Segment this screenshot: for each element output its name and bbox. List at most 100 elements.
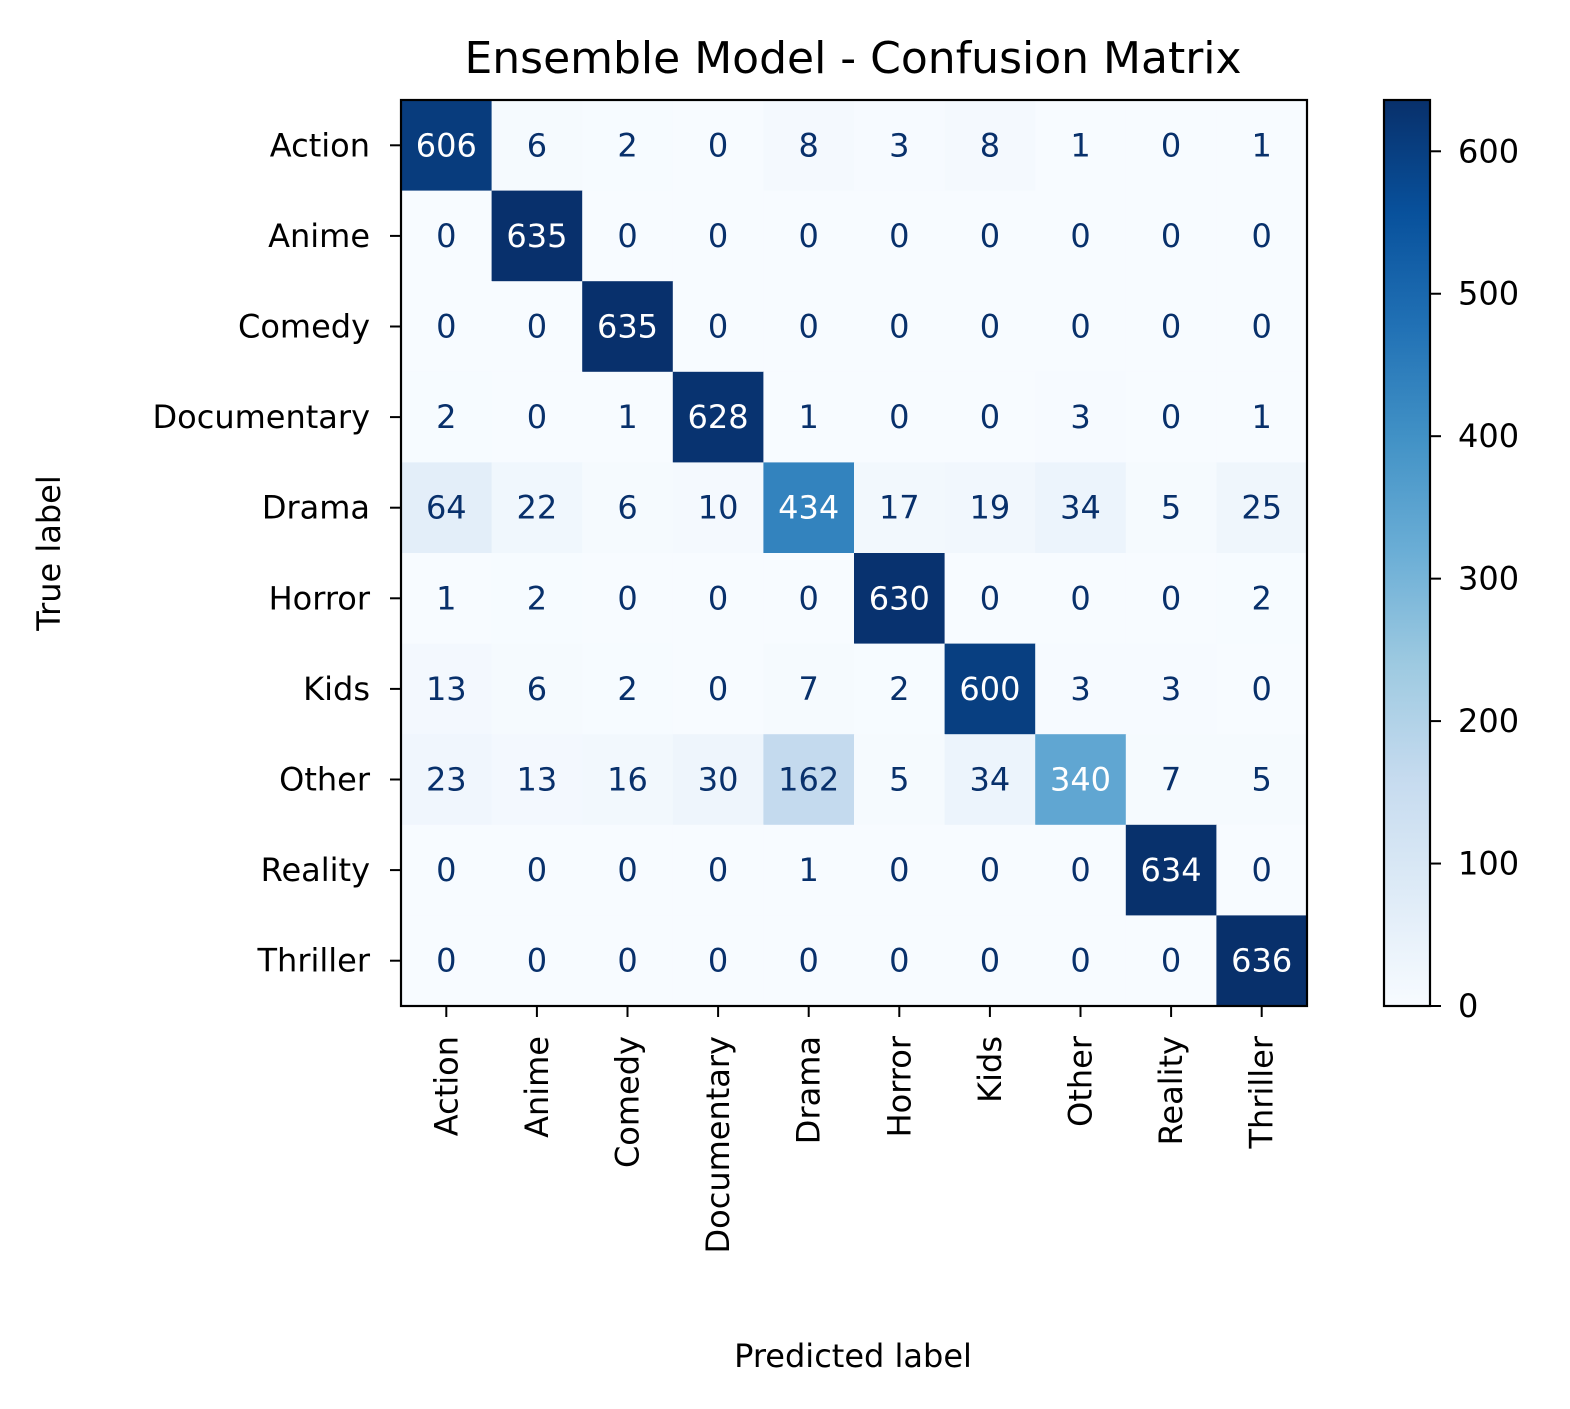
colorbar-tick-label: 400 — [1458, 417, 1519, 455]
cell-value-label: 23 — [426, 761, 467, 799]
heatmap-cell — [1125, 553, 1217, 645]
heatmap-cell — [854, 190, 946, 282]
cell-value-label: 2 — [617, 126, 637, 164]
cell-value-label: 0 — [1252, 308, 1272, 346]
heatmap-cell — [491, 371, 583, 463]
x-tick-label: Other — [1062, 1035, 1100, 1127]
cell-value-label: 1 — [436, 579, 456, 617]
cell-value-label: 434 — [778, 489, 839, 527]
heatmap-cell — [672, 190, 764, 282]
heatmap-cell — [1216, 824, 1308, 916]
heatmap-cell — [1125, 281, 1217, 373]
x-tick-label: Anime — [518, 1036, 556, 1138]
heatmap-cell — [1125, 371, 1217, 463]
heatmap-cell — [1035, 281, 1127, 373]
heatmap-cell — [401, 643, 493, 735]
heatmap-cell — [1035, 915, 1127, 1007]
cell-value-label: 636 — [1231, 942, 1292, 980]
cell-value-label: 6 — [527, 670, 547, 708]
heatmap-cell — [401, 734, 493, 826]
cell-value-label: 0 — [980, 851, 1000, 889]
heatmap-cell — [491, 190, 583, 282]
cell-value-label: 630 — [869, 579, 930, 617]
cell-value-label: 0 — [889, 217, 909, 255]
heatmap-cells — [401, 100, 1308, 1007]
cell-value-label: 3 — [1161, 670, 1181, 708]
cell-value-label: 0 — [980, 942, 1000, 980]
cell-value-label: 0 — [799, 942, 819, 980]
cell-value-label: 0 — [436, 851, 456, 889]
heatmap-cell — [1216, 553, 1308, 645]
heatmap-cell — [944, 190, 1036, 282]
heatmap-cell — [582, 281, 674, 373]
colorbar-tick-label: 200 — [1458, 702, 1519, 740]
heatmap-cell — [763, 915, 855, 1007]
cell-value-label: 0 — [1252, 217, 1272, 255]
cell-value-label: 25 — [1241, 489, 1282, 527]
heatmap-cell — [944, 915, 1036, 1007]
colorbar-frame — [1382, 98, 1432, 1008]
cell-value-label: 5 — [1252, 761, 1272, 799]
cell-value-label: 64 — [426, 489, 467, 527]
heatmap-cell — [1125, 915, 1217, 1007]
chart-title: Ensemble Model - Confusion Matrix — [464, 33, 1241, 84]
cell-value-label: 0 — [527, 942, 547, 980]
y-tick-label: Documentary — [153, 398, 370, 436]
heatmap-cell — [401, 371, 493, 463]
x-tick-label: Thriller — [1243, 1035, 1281, 1149]
x-tick-label: Reality — [1152, 1036, 1190, 1145]
cell-value-label: 2 — [889, 670, 909, 708]
cell-value-label: 635 — [597, 308, 658, 346]
x-tick-label: Horror — [880, 1035, 918, 1137]
heatmap-cell — [1035, 371, 1127, 463]
colorbar-ticks: 0 100 200 300 400 500 600 — [1430, 132, 1519, 1025]
cell-value-label: 2 — [1252, 579, 1272, 617]
y-axis-ticks: Action Anime Comedy Documentary Drama Horror K… — [153, 126, 401, 980]
cell-value-label: 0 — [436, 217, 456, 255]
heatmap-cell — [491, 100, 583, 192]
heatmap-cell — [763, 824, 855, 916]
cell-value-label: 0 — [708, 942, 728, 980]
cell-value-label: 0 — [708, 579, 728, 617]
heatmap-cell — [1125, 734, 1217, 826]
heatmap-cell — [672, 915, 764, 1007]
cell-value-label: 0 — [708, 308, 728, 346]
heatmap-cell — [854, 734, 946, 826]
cell-value-label: 0 — [889, 308, 909, 346]
heatmap-cell — [763, 553, 855, 645]
heatmap-cell — [491, 462, 583, 554]
cell-value-label: 13 — [517, 761, 558, 799]
heatmap-cell — [672, 100, 764, 192]
heatmap-cell — [854, 100, 946, 192]
cell-value-label: 0 — [1252, 851, 1272, 889]
heatmap-cell — [1216, 462, 1308, 554]
cell-value-label: 628 — [688, 398, 749, 436]
y-tick-label: Action — [270, 126, 370, 164]
cell-value-label: 600 — [959, 670, 1020, 708]
heatmap-cell — [672, 462, 764, 554]
heatmap-cell — [1125, 643, 1217, 735]
cell-value-label: 0 — [1070, 942, 1090, 980]
cell-value-label: 17 — [879, 489, 920, 527]
heatmap-cell — [854, 371, 946, 463]
cell-value-label: 0 — [617, 851, 637, 889]
y-tick-label: Drama — [262, 489, 370, 527]
cell-value-label: 0 — [708, 851, 728, 889]
cell-value-label: 13 — [426, 670, 467, 708]
y-tick-label: Other — [279, 761, 371, 799]
heatmap-cell — [672, 371, 764, 463]
cell-value-label: 0 — [980, 579, 1000, 617]
heatmap-cell — [1125, 824, 1217, 916]
cell-value-label: 0 — [617, 942, 637, 980]
cell-value-label: 0 — [889, 851, 909, 889]
cell-value-label: 7 — [799, 670, 819, 708]
cell-value-label: 2 — [436, 398, 456, 436]
x-tick-label: Action — [427, 1036, 465, 1136]
x-tick-label: Comedy — [609, 1036, 647, 1168]
heatmap-cell — [582, 100, 674, 192]
cell-value-label: 0 — [436, 942, 456, 980]
colorbar-gradient — [1384, 100, 1430, 1006]
heatmap-cell — [854, 281, 946, 373]
cell-value-label: 5 — [889, 761, 909, 799]
cell-value-label: 2 — [527, 579, 547, 617]
